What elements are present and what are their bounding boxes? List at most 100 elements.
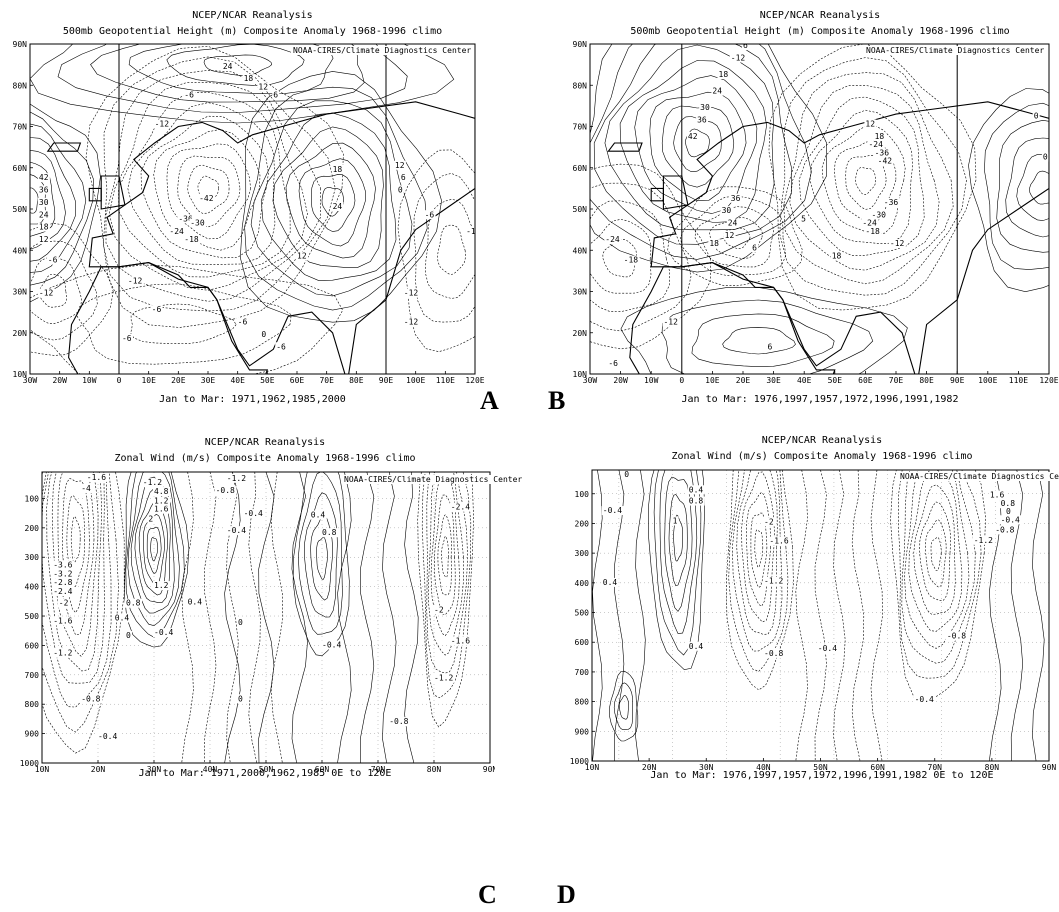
- contour-label: -1.2: [143, 478, 162, 487]
- x-tick-label: 10N: [35, 765, 50, 774]
- contour-label: 0.4: [115, 613, 130, 622]
- contour-label-bg: [80, 694, 103, 704]
- contour-line: [870, 470, 883, 761]
- contour-label-bg: [153, 487, 170, 497]
- contour-line: [224, 472, 241, 763]
- panel-c-letter: C: [478, 880, 497, 909]
- contour-label: -0.8: [995, 525, 1014, 534]
- contour-line: [653, 470, 702, 656]
- contour-label: -12: [404, 318, 419, 327]
- contour-line: [248, 472, 261, 763]
- contour-label: -30: [872, 210, 887, 219]
- contour-line: [177, 155, 241, 228]
- contour-label-bg: [720, 206, 733, 216]
- contour-label: 0: [126, 631, 131, 640]
- contour-label-bg: [763, 648, 786, 658]
- contour-line: [725, 470, 794, 691]
- contour-label: 24: [712, 87, 722, 96]
- contour-line: [359, 472, 375, 763]
- contour-line: [779, 57, 967, 296]
- contour-label: -36: [875, 148, 890, 157]
- contour-line: [673, 514, 683, 562]
- contour-line: [166, 44, 305, 86]
- coastline: [46, 142, 82, 152]
- panel-c-plot: -1.6-4-3.6-3.2-2.8-2.4-2-1.6-1.2-0.8-0.4…: [20, 471, 495, 774]
- contour-label: 18: [832, 252, 842, 261]
- y-tick-label: 700: [575, 668, 590, 677]
- x-tick-label: 10E: [141, 376, 156, 385]
- contour-label: 0: [1006, 507, 1011, 516]
- panel-b-header: NCEP/NCAR Reanalysis: [759, 10, 881, 21]
- contour-label-bg: [662, 317, 680, 327]
- y-tick-label: 60N: [573, 164, 588, 173]
- contour-label: 24: [223, 62, 233, 71]
- contour-label: -36: [884, 198, 899, 207]
- y-tick-label: 10N: [13, 370, 28, 379]
- y-tick-label: 100: [575, 490, 590, 499]
- contour-label: -12: [466, 227, 481, 236]
- contour-label: 36: [731, 194, 741, 203]
- x-tick-label: 60N: [315, 765, 330, 774]
- contour-line: [855, 167, 877, 196]
- contour-label-bg: [671, 516, 679, 526]
- contour-line: [272, 126, 384, 268]
- contour-line: [798, 96, 925, 256]
- contour-label-bg: [393, 160, 406, 170]
- contour-line: [140, 115, 269, 259]
- x-tick-label: 20W: [52, 376, 67, 385]
- contour-label: 18: [719, 70, 729, 79]
- contour-label: -0.4: [322, 640, 341, 649]
- contour-label: -2: [434, 606, 444, 615]
- contour-label-bg: [52, 586, 75, 596]
- contour-line: [62, 478, 90, 614]
- contour-label-bg: [37, 288, 55, 298]
- contour-label: -0.4: [603, 506, 622, 515]
- contour-label: -18: [184, 235, 199, 244]
- y-tick-label: 600: [575, 638, 590, 647]
- y-tick-label: 100: [25, 494, 40, 503]
- contour-line: [732, 470, 783, 652]
- contour-line: [750, 512, 768, 588]
- contour-line: [659, 470, 698, 634]
- contour-label: 0: [238, 618, 243, 627]
- contour-label-bg: [686, 131, 699, 141]
- contour-label-bg: [402, 288, 420, 298]
- contour-line: [897, 470, 982, 679]
- contour-line: [913, 484, 956, 615]
- contour-line: [609, 670, 639, 742]
- y-tick-label: 400: [575, 579, 590, 588]
- contour-line: [593, 44, 792, 245]
- contour-label-bg: [800, 214, 808, 224]
- x-tick-label: 100E: [406, 376, 425, 385]
- contour-line: [649, 91, 747, 201]
- contour-label: 24: [333, 202, 343, 211]
- contour-label-bg: [225, 473, 248, 483]
- panel-b-caption: Jan to Mar: 1976,1997,1957,1972,1996,199…: [681, 394, 959, 405]
- contour-label-bg: [873, 148, 891, 158]
- contour-label: -6: [608, 359, 618, 368]
- contour-label: 1.2: [154, 497, 169, 506]
- contour-label-bg: [52, 578, 75, 588]
- contour-line: [741, 471, 775, 623]
- contour-label: -0.4: [227, 526, 246, 535]
- contour-line: [30, 149, 66, 250]
- contour-line: [42, 472, 125, 754]
- x-tick-label: 90E: [379, 376, 394, 385]
- contour-line: [661, 105, 735, 188]
- x-tick-label: 110E: [1009, 376, 1028, 385]
- contour-label: 0: [398, 186, 403, 195]
- contour-line: [46, 472, 103, 672]
- contour-label: -1.2: [53, 649, 72, 658]
- contour-line: [321, 187, 345, 217]
- contour-line: [30, 161, 56, 237]
- plot-field: 0-0.40.40.810.40.4-2-1.6-1.2-0.8-0.41.60…: [592, 470, 1049, 761]
- contour-label: 0.4: [689, 642, 704, 651]
- contour-label-bg: [830, 251, 843, 261]
- contour-label: -0.4: [1001, 515, 1020, 524]
- y-tick-label: 30N: [573, 288, 588, 297]
- contour-line: [85, 45, 344, 328]
- coastline: [650, 187, 664, 202]
- contour-label-bg: [882, 197, 900, 207]
- contour-label-bg: [126, 276, 144, 286]
- contour-label-bg: [607, 358, 620, 368]
